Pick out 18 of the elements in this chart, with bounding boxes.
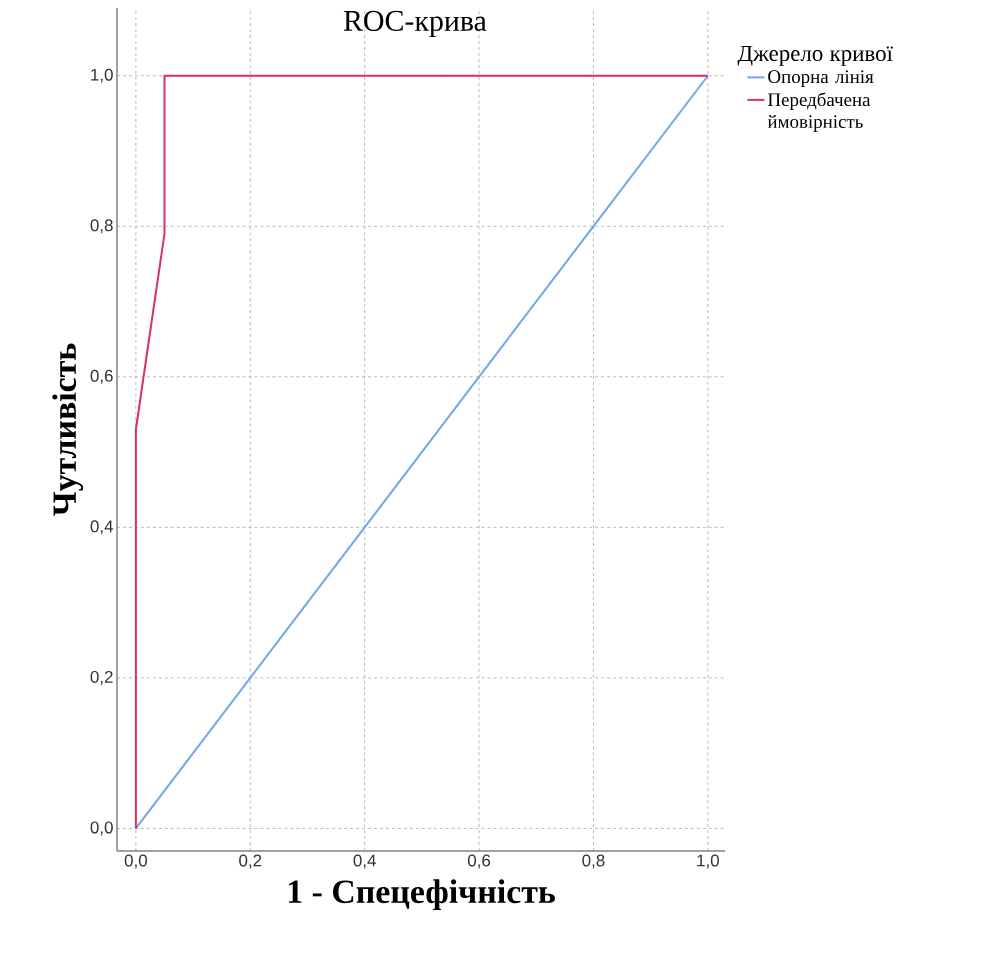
y-tick-label: 0,6: [90, 369, 113, 384]
x-tick-label: 0,4: [353, 854, 376, 869]
y-tick-label: 0,0: [90, 821, 113, 836]
x-tick-label: 0,2: [239, 854, 262, 869]
y-tick-label: 1,0: [91, 68, 113, 83]
legend-title: Джерело кривої: [737, 45, 893, 66]
y-axis-title: Чутливість: [52, 343, 84, 516]
y-tick-label: 0,2: [90, 670, 113, 685]
y-tick-label: 0,8: [90, 219, 113, 234]
chart-title: ROC-крива: [343, 10, 487, 37]
x-tick-label: 0,8: [582, 854, 605, 869]
legend-label: Опорна лінія: [768, 70, 874, 87]
x-axis-title: 1 - Спецефічність: [288, 879, 555, 911]
legend-label: Передбачена ймовірність: [767, 92, 871, 132]
x-tick-label: 1,0: [697, 854, 719, 869]
y-tick-label: 0,4: [90, 520, 113, 535]
x-tick-label: 0,6: [467, 854, 491, 869]
x-tick-label: 0,0: [124, 854, 147, 869]
